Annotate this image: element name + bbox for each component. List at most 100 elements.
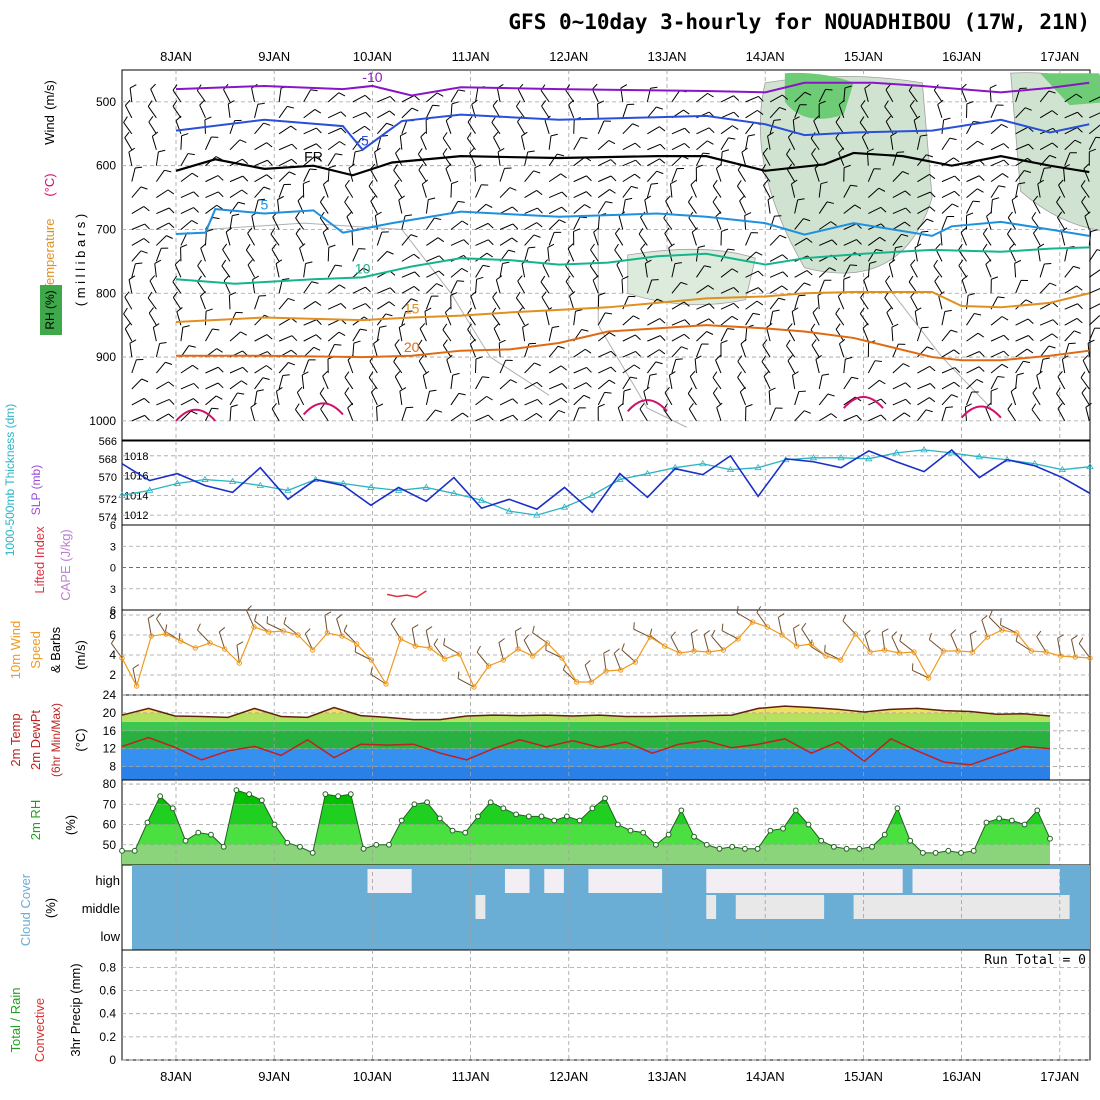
wind-barb bbox=[960, 232, 967, 246]
wind-barb bbox=[389, 96, 396, 102]
wind-barb bbox=[340, 111, 347, 117]
wind-barb bbox=[608, 140, 616, 145]
wind-barb bbox=[347, 407, 354, 422]
wind-barb bbox=[135, 262, 143, 265]
wind-barb bbox=[128, 147, 135, 153]
wind-barb bbox=[1051, 110, 1058, 116]
wind-barb bbox=[1089, 148, 1097, 153]
wind-barb bbox=[376, 136, 382, 150]
wind-barb bbox=[880, 398, 887, 405]
ylabel-convective: Convective bbox=[32, 998, 47, 1062]
x-tick-label-top: 14JAN bbox=[746, 49, 785, 64]
wind-barb bbox=[1088, 124, 1100, 135]
wind-barb bbox=[352, 316, 365, 326]
wind-barb bbox=[492, 291, 498, 298]
wind-barb bbox=[327, 111, 342, 119]
wind-barb bbox=[247, 264, 256, 278]
wind-barb bbox=[573, 366, 587, 374]
wind-barb bbox=[630, 376, 638, 379]
wind-barb bbox=[597, 392, 606, 406]
wind-barb bbox=[524, 222, 538, 230]
wind-barb bbox=[990, 143, 1004, 151]
wind-barb bbox=[156, 222, 170, 230]
wind-barb bbox=[1064, 285, 1077, 294]
rh-marker bbox=[691, 833, 697, 840]
rh-marker bbox=[627, 827, 634, 834]
wind-barb bbox=[149, 280, 157, 294]
wind-barb bbox=[424, 307, 432, 312]
wind-barb bbox=[1064, 330, 1075, 342]
wind-barb bbox=[773, 119, 781, 121]
wind-barb bbox=[597, 215, 600, 230]
wind-barb bbox=[1064, 343, 1070, 358]
wind10-barb bbox=[246, 605, 252, 611]
wind-barb bbox=[674, 262, 682, 265]
wind-barb bbox=[319, 201, 329, 214]
wind-barb bbox=[656, 106, 664, 110]
wind-barb bbox=[745, 251, 757, 262]
rh-marker bbox=[1047, 835, 1053, 842]
wind-barb bbox=[413, 285, 420, 292]
y-tick-label-cape: 3 bbox=[110, 541, 116, 553]
wind-barb bbox=[295, 227, 301, 234]
cloud-gap-high bbox=[706, 869, 903, 893]
wind10-barb bbox=[633, 628, 651, 638]
wind-barb bbox=[879, 236, 886, 242]
wind-barb bbox=[413, 95, 420, 101]
wind-barb bbox=[769, 271, 784, 278]
wind-barb bbox=[811, 147, 817, 155]
wind-barb bbox=[1003, 350, 1010, 357]
wind-barb bbox=[544, 120, 550, 134]
wind-barb bbox=[966, 175, 980, 183]
wind-barb bbox=[124, 131, 130, 138]
wind-barb bbox=[204, 231, 207, 246]
wind-barb bbox=[1039, 90, 1050, 103]
wind-barb bbox=[647, 126, 660, 135]
wind-barb bbox=[803, 218, 811, 222]
wind-barb bbox=[475, 376, 483, 390]
wind10-barb bbox=[443, 638, 446, 646]
wind-barb bbox=[683, 333, 690, 340]
wind-barb bbox=[491, 122, 501, 135]
wind10-marker bbox=[207, 640, 213, 646]
wind-barb bbox=[379, 325, 387, 328]
wind-barb bbox=[843, 223, 857, 230]
wind-barb bbox=[241, 189, 248, 195]
wind-barb bbox=[1015, 143, 1029, 151]
wind-barb bbox=[1064, 152, 1071, 166]
wind-barb bbox=[815, 354, 822, 360]
wind-barb bbox=[671, 168, 678, 182]
wind-barb bbox=[670, 180, 677, 185]
ylabel-degc: (°C) bbox=[42, 173, 57, 196]
wind-barb bbox=[794, 410, 805, 422]
wind-barb bbox=[839, 338, 846, 345]
wind-barb bbox=[1077, 111, 1083, 118]
wind-barb bbox=[410, 298, 418, 302]
wind-barb bbox=[1051, 333, 1058, 339]
wind-barb bbox=[794, 282, 805, 294]
wind10-marker bbox=[339, 633, 345, 639]
wind-barb bbox=[731, 268, 739, 273]
temp-color-band bbox=[122, 766, 1050, 780]
wind-barb bbox=[275, 391, 280, 406]
wind-barb bbox=[822, 373, 830, 376]
wind-barb bbox=[401, 95, 415, 103]
wind-barb bbox=[914, 247, 918, 262]
wind10-barb bbox=[670, 636, 680, 654]
wind-barb bbox=[393, 170, 403, 182]
wind10-barb bbox=[613, 653, 622, 671]
wind-barb bbox=[346, 216, 354, 230]
wind-barb bbox=[476, 276, 484, 280]
wind-barb bbox=[515, 100, 521, 107]
wind-barb bbox=[1015, 126, 1029, 135]
wind-barb bbox=[228, 295, 231, 310]
wind10-barb bbox=[254, 620, 269, 633]
wind-barb bbox=[278, 317, 292, 326]
wind-barb bbox=[245, 243, 251, 251]
wind-barb bbox=[755, 251, 763, 256]
wind-barb bbox=[818, 183, 822, 198]
wind-barb bbox=[982, 243, 988, 251]
wind-barb bbox=[675, 358, 683, 361]
wind-barb bbox=[215, 156, 223, 161]
wind-barb bbox=[830, 413, 838, 419]
